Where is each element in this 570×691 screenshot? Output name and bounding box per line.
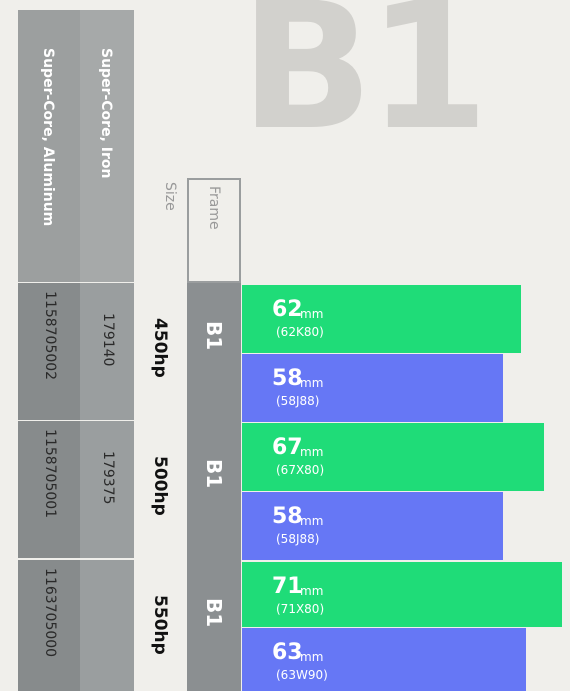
bar-unit: mm: [300, 376, 324, 390]
bar-unit: mm: [300, 445, 324, 459]
bar: 71 mm (71X80): [242, 562, 562, 627]
header-aluminum: [18, 10, 80, 282]
bar: 63 mm (63W90): [242, 628, 526, 691]
bar-value: 71: [272, 574, 303, 599]
aluminum-code: 1158705001: [42, 429, 58, 519]
bar-code: (62K80): [276, 325, 324, 339]
bar: 67 mm (67X80): [242, 423, 544, 491]
horsepower: 500hp: [150, 456, 170, 516]
bar: 62 mm (62K80): [242, 285, 521, 353]
bar-code: (67X80): [276, 463, 325, 477]
frame-size: B1: [202, 459, 226, 489]
horsepower: 550hp: [150, 595, 170, 655]
bar-unit: mm: [300, 307, 324, 321]
iron-code: 179375: [100, 451, 116, 505]
frame-header: [187, 178, 241, 283]
cell-aluminum: [18, 421, 80, 558]
bar-code: (63W90): [276, 668, 328, 682]
cell-aluminum: [18, 560, 80, 691]
bar-code: (71X80): [276, 602, 325, 616]
cell-aluminum: [18, 283, 80, 420]
header-text: Super-Core, Aluminum: [40, 48, 56, 227]
bar-code: (58J88): [276, 394, 320, 408]
header-text: Super-Core, Iron: [98, 48, 114, 179]
cell-iron: [80, 421, 134, 558]
aluminum-code: 1158705002: [42, 291, 58, 381]
bar-value: 62: [272, 297, 303, 322]
aluminum-code: 1163705000: [42, 568, 58, 658]
bar: 58 mm (58J88): [242, 354, 503, 422]
header-iron: [80, 10, 134, 282]
horsepower: 450hp: [150, 318, 170, 378]
size-label: Size: [162, 182, 178, 211]
frame-column: [187, 283, 241, 691]
bar-unit: mm: [300, 584, 324, 598]
bar-value: 58: [272, 366, 303, 391]
cell-iron: [80, 560, 134, 691]
bar-code: (58J88): [276, 532, 320, 546]
bar-unit: mm: [300, 650, 324, 664]
frame-size: B1: [202, 598, 226, 628]
bar-unit: mm: [300, 514, 324, 528]
bar-value: 58: [272, 504, 303, 529]
frame-size: B1: [202, 321, 226, 351]
frame-label: Frame: [206, 186, 222, 230]
cell-iron: [80, 283, 134, 420]
bar-value: 63: [272, 640, 303, 665]
watermark: B1: [240, 0, 489, 169]
iron-code: 179140: [100, 313, 116, 367]
bar-value: 67: [272, 435, 303, 460]
bar: 58 mm (58J88): [242, 492, 503, 560]
